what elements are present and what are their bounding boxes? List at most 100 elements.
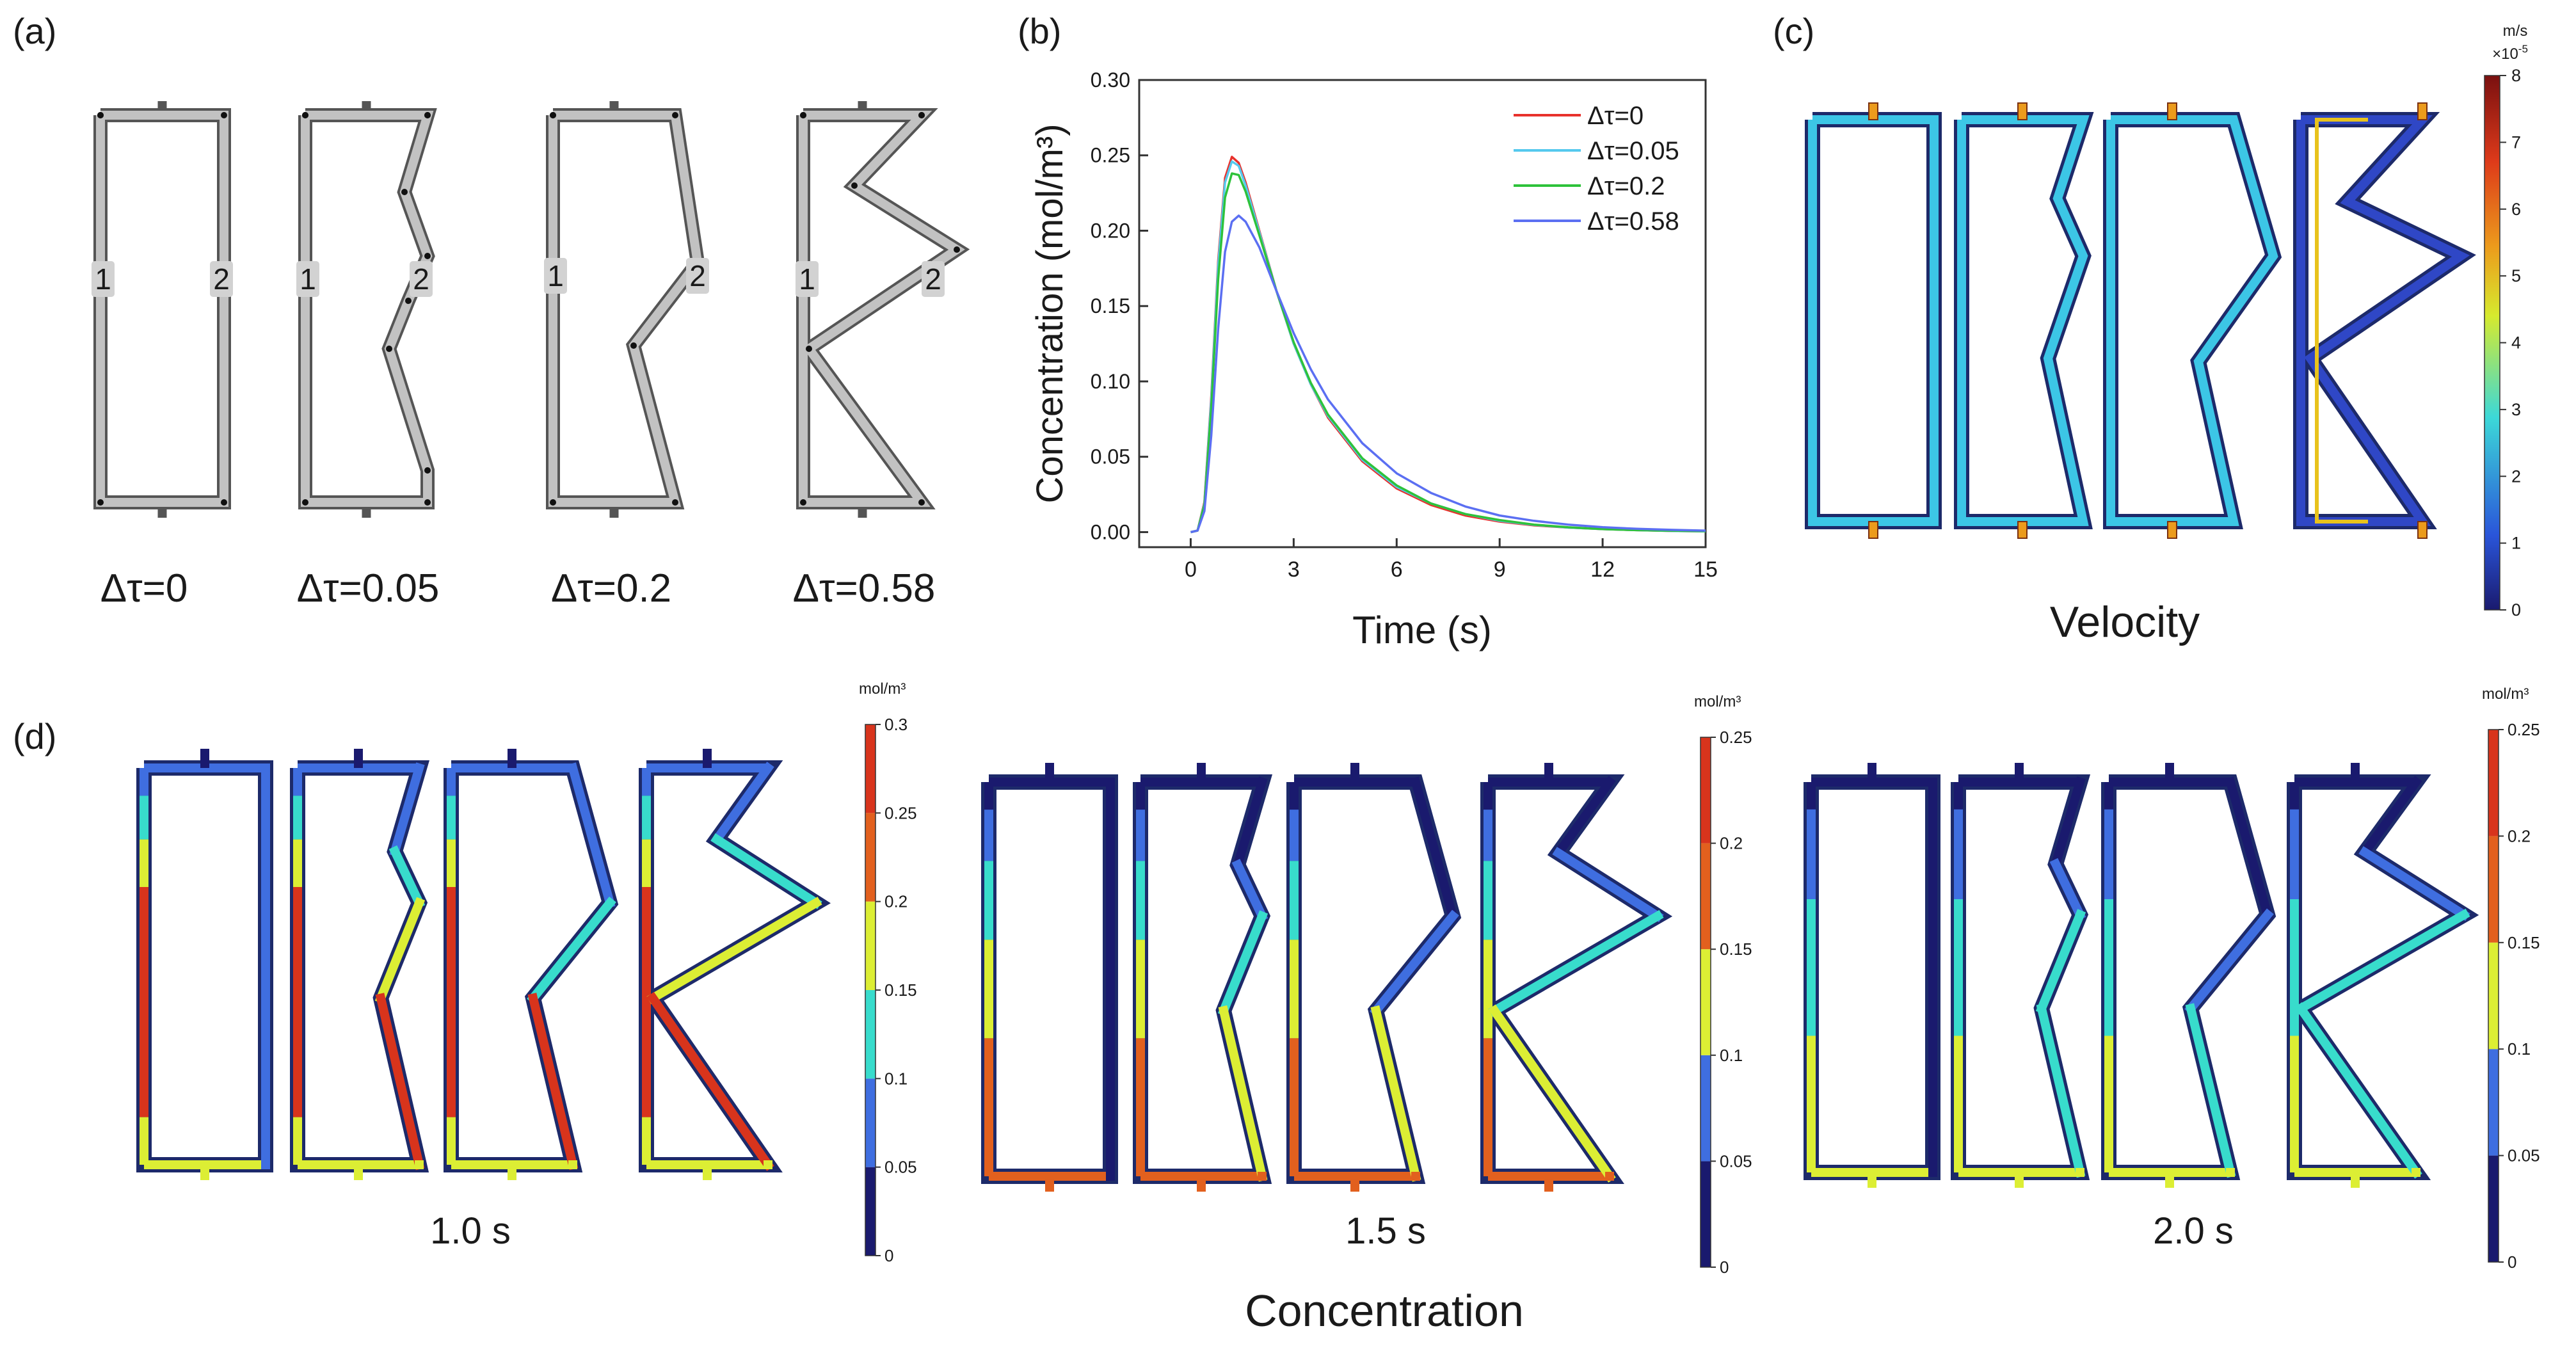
velocity-tick-label: 6 <box>2511 200 2521 219</box>
legend-label-0: Δτ=0 <box>1587 102 1644 130</box>
conc-outline <box>1804 774 1940 1180</box>
conc-outlet <box>1544 1176 1553 1192</box>
node-dot <box>302 112 308 118</box>
conc-outlet <box>508 1165 516 1180</box>
conc-side-segment <box>1410 776 1459 922</box>
node-dot <box>954 246 960 253</box>
conc-side-segment <box>1552 847 1664 923</box>
channel-outline-0 <box>93 108 231 509</box>
node-dot <box>800 112 806 118</box>
conc-side-segment <box>710 833 822 909</box>
conc-inlet <box>354 749 363 768</box>
velocity-tick-label: 0 <box>2511 600 2521 620</box>
conc-colorbar-band <box>865 1167 876 1256</box>
conc-side-segment <box>389 762 425 857</box>
node-dot <box>401 189 408 195</box>
structure-label-0: Δτ=0 <box>100 566 188 611</box>
conc-tick-label: 0.05 <box>884 1158 917 1177</box>
conc-outlet <box>2015 1172 2024 1188</box>
time-label-2: 2.0 s <box>2153 1210 2234 1252</box>
conc-outlet <box>2165 1172 2174 1188</box>
x-tick-label: 6 <box>1391 557 1403 582</box>
y-tick-label: 0.25 <box>1091 144 1130 167</box>
outlet-port <box>362 509 371 518</box>
conc-side-segment <box>375 993 425 1171</box>
conc-side-segment <box>2358 846 2470 922</box>
conc-tick-label: 0.2 <box>2508 826 2531 845</box>
conc-inlet <box>1868 763 1876 782</box>
conc-inlet <box>1544 763 1553 782</box>
conc-colorbar-band <box>1700 737 1711 843</box>
conc-side-segment <box>527 993 579 1171</box>
conc-side-segment <box>1488 1004 1616 1183</box>
velocity-channel-0 <box>1808 115 1939 526</box>
conc-tick-label: 0.15 <box>1720 939 1752 959</box>
concentration-caption: Concentration <box>1245 1286 1524 1336</box>
y-tick-label: 0.05 <box>1091 445 1130 468</box>
y-axis-label: Concentration (mol/m³) <box>1029 124 1071 503</box>
velocity-tick-label: 1 <box>2511 534 2521 553</box>
conc-side-segment <box>567 762 616 909</box>
conc-colorbar-band <box>865 1078 876 1167</box>
conc-tick-label: 0.25 <box>884 803 917 822</box>
node-dot <box>672 499 678 506</box>
conc-tick-label: 0.25 <box>2508 720 2540 739</box>
structure-label-3: Δτ=0.58 <box>793 566 936 611</box>
y-tick-label: 0.00 <box>1091 520 1130 543</box>
node-dot <box>424 112 431 118</box>
conc-tick-label: 0.15 <box>884 980 917 1000</box>
panel-b-label: (b) <box>1018 11 1061 51</box>
conc-side-segment <box>2225 776 2273 921</box>
velocity-tick-label: 4 <box>2511 333 2521 353</box>
velocity-tick-label: 3 <box>2511 400 2521 419</box>
time-label-0: 1.0 s <box>430 1210 511 1252</box>
panel-c-label: (c) <box>1773 11 1814 51</box>
velocity-colorbar: m/s ×10-5 0 1 2 3 4 5 6 7 8 <box>2484 22 2528 620</box>
conc-inlet <box>2351 763 2360 782</box>
inlet-port <box>362 101 371 110</box>
conc-outlet <box>1197 1176 1206 1192</box>
conc-tick-label: 0 <box>2508 1252 2516 1272</box>
conc-colorbar-band <box>2488 1155 2499 1262</box>
node-dot <box>424 467 431 474</box>
x-tick-label: 9 <box>1494 557 1506 582</box>
y-tick-label: 0.20 <box>1091 219 1130 242</box>
conc-outlet <box>1868 1172 1876 1188</box>
velocity-outlet <box>2417 521 2428 539</box>
velocity-tick-label: 7 <box>2511 132 2521 152</box>
y-tick-label: 0.30 <box>1091 68 1130 92</box>
time-label-1: 1.5 s <box>1345 1210 1426 1252</box>
node-dot <box>221 499 227 506</box>
conc-side-segment <box>1232 776 1268 871</box>
inlet-port <box>609 101 619 110</box>
node-dot <box>386 346 392 352</box>
conc-side-segment <box>1552 776 1616 859</box>
x-tick-label: 3 <box>1288 557 1300 582</box>
node-label-2-s0: 2 <box>213 262 230 296</box>
conc-colorbar-band <box>2488 1049 2499 1156</box>
conc-outlet <box>200 1165 209 1180</box>
legend-label-2: Δτ=0.2 <box>1587 172 1665 200</box>
conc-side-segment <box>2358 776 2422 859</box>
panel-d-concentration <box>136 749 2479 1192</box>
conc-side-segment <box>646 991 774 1171</box>
panel-c-velocity <box>1805 102 2476 539</box>
node-dot <box>550 112 556 118</box>
conc-colorbar-band <box>1700 1055 1711 1162</box>
structure-label-1: Δτ=0.05 <box>297 566 440 611</box>
conc-outlet <box>1350 1176 1359 1192</box>
conc-side-segment <box>527 896 616 1005</box>
y-tick-label: 0.10 <box>1091 370 1130 393</box>
velocity-tick-label: 2 <box>2511 467 2521 486</box>
node-dot <box>221 112 227 118</box>
node-dot <box>918 499 925 506</box>
conc-side-segment <box>2050 776 2086 870</box>
conc-tick-label: 0.05 <box>1720 1151 1752 1171</box>
conc-tick-label: 0.2 <box>884 892 908 911</box>
conc-colorbar-frame <box>2488 729 2499 1263</box>
conc-tick-label: 0 <box>1720 1258 1729 1277</box>
conc-inlet <box>200 749 209 768</box>
conc-inlet <box>2015 763 2024 782</box>
conc-side-segment <box>1218 1005 1268 1182</box>
conc-colorbar-unit: mol/m³ <box>859 680 906 698</box>
